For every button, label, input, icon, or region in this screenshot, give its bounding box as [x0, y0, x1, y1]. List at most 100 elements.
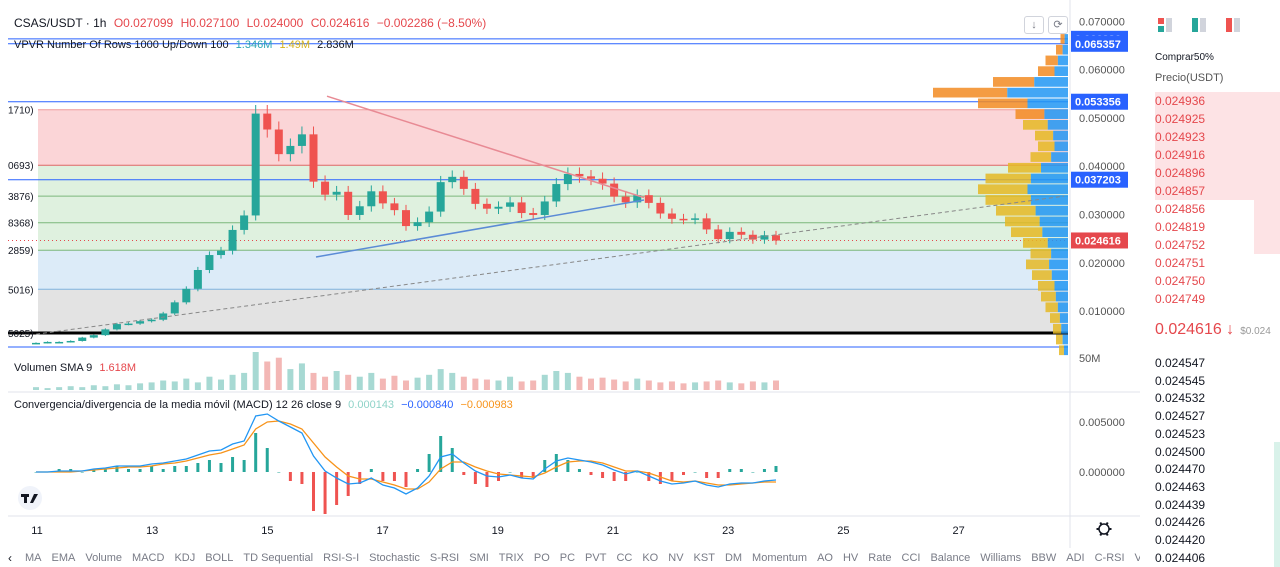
indicator-pc[interactable]: PC: [559, 551, 576, 564]
macd-hist-33: [416, 469, 420, 472]
order-book-panel: Comprar50% Precio(USDT) 0.024936 0.024925…: [1148, 0, 1280, 567]
price-badge-3: 0.037203: [1075, 175, 1121, 187]
candle-2: [55, 341, 64, 344]
ask-row[interactable]: 0.024749: [1155, 292, 1206, 306]
ask-row[interactable]: 0.024856: [1155, 202, 1206, 216]
indicator-adi[interactable]: ADI: [1066, 551, 1085, 564]
chart-area[interactable]: 0.070000 0.060000 0.050000 0.040000 0.030000…: [0, 0, 1140, 567]
indicator-vo[interactable]: VO: [1134, 551, 1140, 564]
macd-hist-21: [277, 472, 281, 473]
candle-0: [32, 342, 40, 345]
indicator-dm[interactable]: DM: [724, 551, 743, 564]
download-icon[interactable]: ↓: [1024, 16, 1044, 34]
ask-row[interactable]: 0.024916: [1155, 148, 1206, 162]
bid-row[interactable]: 0.024500: [1155, 444, 1206, 459]
ask-row[interactable]: 0.024925: [1155, 112, 1206, 126]
bid-row[interactable]: 0.024463: [1155, 479, 1206, 494]
candle-21: [274, 129, 283, 155]
volume-bar-21: [275, 357, 282, 390]
bid-row[interactable]: 0.024532: [1155, 391, 1206, 406]
bid-row[interactable]: 0.024406: [1155, 550, 1206, 565]
vpvr-bar-up-3: [1054, 66, 1068, 77]
indicator-nv[interactable]: NV: [668, 551, 684, 564]
bid-row[interactable]: 0.024545: [1155, 373, 1206, 388]
indicator-williams[interactable]: Williams: [980, 551, 1022, 564]
bid-row[interactable]: 0.024426: [1155, 515, 1206, 530]
indicator-ko[interactable]: KO: [642, 551, 659, 564]
volume-bar-10: [148, 382, 155, 390]
ask-row[interactable]: 0.024750: [1155, 274, 1206, 288]
indicator-stochastic[interactable]: Stochastic: [369, 551, 420, 564]
indicator-smi[interactable]: SMI: [469, 551, 489, 564]
vpvr-bar-up-14: [1027, 184, 1068, 195]
last-price-value: 0.024616 ↓: [1155, 321, 1235, 338]
gear-tooth-1: [1105, 532, 1109, 536]
indicator-rate[interactable]: Rate: [868, 551, 892, 564]
bid-row[interactable]: 0.024439: [1155, 497, 1206, 512]
indicator-volume[interactable]: Volume: [85, 551, 123, 564]
ask-depth-1: [1154, 110, 1280, 128]
chevron-left-icon[interactable]: ‹: [8, 550, 12, 565]
ask-row[interactable]: 0.024857: [1155, 184, 1206, 198]
ask-row[interactable]: 0.024936: [1155, 94, 1206, 108]
ask-row[interactable]: 0.024751: [1155, 256, 1206, 270]
volume-bar-0: [33, 387, 39, 390]
volume-bar-39: [483, 379, 490, 390]
indicator-kst[interactable]: KST: [693, 551, 715, 564]
ask-depth-7: [1253, 218, 1280, 236]
indicator-cc[interactable]: CC: [616, 551, 633, 564]
bid-row[interactable]: 0.024523: [1155, 426, 1206, 441]
bid-row[interactable]: 0.024420: [1155, 533, 1206, 547]
bid-row[interactable]: 0.024470: [1155, 462, 1206, 477]
volume-bar-42: [518, 381, 525, 390]
indicator-rsi-s-i[interactable]: RSI-S-I: [323, 551, 360, 564]
trendline-support: [315, 199, 645, 258]
indicator-bbw[interactable]: BBW: [1031, 551, 1057, 564]
ask-row[interactable]: 0.024896: [1155, 166, 1206, 180]
ask-row[interactable]: 0.024819: [1155, 220, 1206, 234]
candle-51: [621, 196, 630, 203]
indicator-ma[interactable]: MA: [25, 551, 42, 564]
volume-bar-58: [703, 381, 710, 390]
book-both-icon[interactable]: [1158, 18, 1172, 32]
indicator-balance[interactable]: Balance: [930, 551, 971, 564]
indicator-td-sequential[interactable]: TD Sequential: [243, 551, 314, 564]
indicator-ao[interactable]: AO: [817, 551, 833, 564]
indicator-ema[interactable]: EMA: [51, 551, 76, 564]
indicator-kdj[interactable]: KDJ: [174, 551, 196, 564]
settings-gear-icon[interactable]: [1096, 522, 1112, 536]
indicator-s-rsi[interactable]: S-RSI: [429, 551, 460, 564]
volume-bar-52: [634, 378, 641, 390]
vpvr-bar-down-0: [1060, 34, 1065, 44]
indicator-boll[interactable]: BOLL: [205, 551, 234, 564]
volume-bar-50: [611, 379, 618, 390]
macd-hist-25: [323, 472, 327, 514]
indicator-c-rsi[interactable]: C-RSI: [1094, 551, 1125, 564]
indicator-momentum[interactable]: Momentum: [752, 551, 808, 564]
indicator-hv[interactable]: HV: [842, 551, 859, 564]
ask-row[interactable]: 0.024923: [1155, 130, 1206, 144]
volume-bar-27: [345, 374, 352, 390]
macd-line-value: −0.000840: [401, 399, 454, 411]
indicator-pvt[interactable]: PVT: [585, 551, 607, 564]
candle-59: [714, 229, 723, 240]
macd-hist-56: [682, 472, 685, 475]
price-chart[interactable]: 0.070000 0.060000 0.050000 0.040000 0.030000…: [0, 0, 1140, 548]
bid-row[interactable]: 0.024527: [1155, 409, 1206, 424]
volume-bar-56: [680, 383, 687, 390]
candle-45: [552, 184, 561, 202]
indicator-cci[interactable]: CCI: [901, 551, 921, 564]
indicator-trix[interactable]: TRIX: [498, 551, 524, 564]
ask-row[interactable]: 0.024752: [1155, 238, 1206, 252]
indicator-po[interactable]: PO: [533, 551, 550, 564]
indicator-macd[interactable]: MACD: [132, 551, 165, 564]
bid-row[interactable]: 0.024547: [1155, 356, 1206, 370]
vpvr-bar-down-1: [1056, 44, 1063, 55]
book-bids-icon[interactable]: [1192, 18, 1206, 32]
candle-57: [691, 218, 700, 220]
vpvr-bar-up-26: [1059, 313, 1068, 323]
candle-35: [436, 182, 445, 212]
refresh-icon[interactable]: ⟳: [1048, 16, 1068, 34]
logo-slash: [30, 494, 38, 503]
book-asks-icon[interactable]: [1226, 18, 1240, 32]
